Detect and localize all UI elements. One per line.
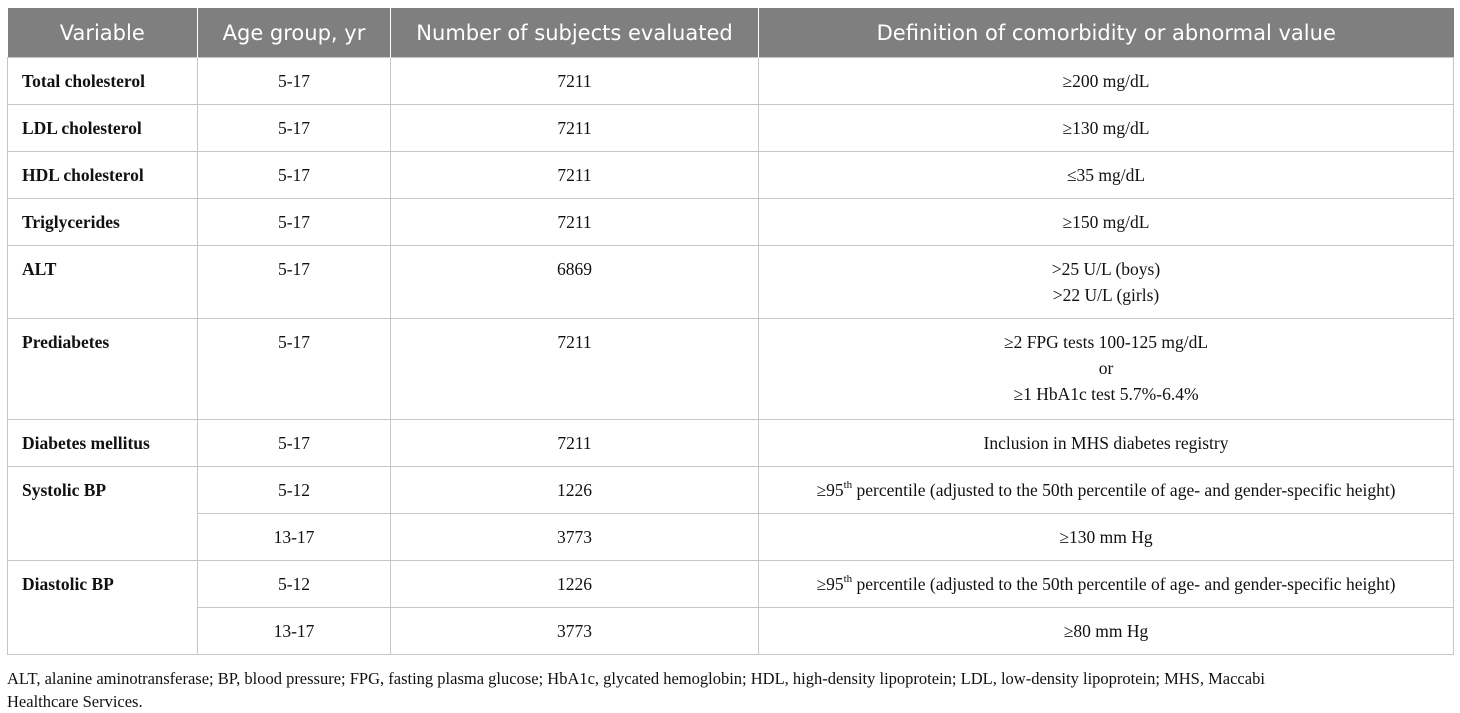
table-row: Systolic BP 5-12 1226 ≥95th percentile (… [7,466,1454,561]
cell-definition: ≥80 mm Hg [758,607,1454,655]
definition-line: >22 U/L (girls) [1052,285,1160,305]
cell-definition: ≥130 mg/dL [758,104,1454,152]
cell-variable: HDL cholesterol [7,151,198,199]
definition-prefix: ≥95 [816,480,844,500]
header-definition: Definition of comorbidity or abnormal va… [758,8,1454,58]
cell-age: 5-17 [197,419,391,467]
cell-definition: ≥95th percentile (adjusted to the 50th p… [758,466,1454,514]
definition-suffix: percentile (adjusted to the 50th percent… [852,480,1396,500]
definition-line: ≥2 FPG tests 100-125 mg/dL [1003,332,1209,352]
table-footnote: ALT, alanine aminotransferase; BP, blood… [7,667,1453,713]
cell-variable: Diabetes mellitus [7,419,198,467]
cell-definition: >25 U/L (boys) >22 U/L (girls) [758,245,1454,319]
cell-n: 1226 [390,560,759,608]
cell-n: 7211 [390,419,759,467]
definition-prefix: ≥95 [816,574,844,594]
cell-age: 5-17 [197,198,391,246]
cell-n: 7211 [390,104,759,152]
cell-age: 5-17 [197,57,391,105]
cell-variable: ALT [7,245,198,319]
comorbidity-table-container: Variable Age group, yr Number of subject… [7,8,1454,655]
cell-variable: LDL cholesterol [7,104,198,152]
table-header-row: Variable Age group, yr Number of subject… [7,8,1454,58]
cell-definition: Inclusion in MHS diabetes registry [758,419,1454,467]
cell-n: 7211 [390,198,759,246]
table-row: 13-17 3773 ≥80 mm Hg [8,607,1454,655]
definition-line: or [1098,358,1114,378]
header-variable: Variable [7,8,198,58]
definition-line: ≥1 HbA1c test 5.7%-6.4% [1013,384,1199,404]
cell-variable: Triglycerides [7,198,198,246]
cell-variable: Diastolic BP [7,560,198,655]
cell-age: 5-12 [197,466,391,514]
cell-n: 3773 [390,513,759,561]
cell-age: 13-17 [197,513,391,561]
cell-age: 5-17 [197,104,391,152]
header-age-group: Age group, yr [197,8,391,58]
table-row: Triglycerides 5-17 7211 ≥150 mg/dL [7,198,1454,246]
cell-n: 1226 [390,466,759,514]
cell-age: 5-17 [197,151,391,199]
cell-n: 7211 [390,151,759,199]
cell-age: 5-17 [197,245,391,319]
cell-n: 7211 [390,318,759,420]
cell-age: 5-12 [197,560,391,608]
cell-definition: ≥95th percentile (adjusted to the 50th p… [758,560,1454,608]
cell-definition: ≥2 FPG tests 100-125 mg/dL or ≥1 HbA1c t… [758,318,1454,420]
footnote-line: ALT, alanine aminotransferase; BP, blood… [7,669,1265,688]
table-row: Diastolic BP 5-12 1226 ≥95th percentile … [7,560,1454,655]
cell-n: 7211 [390,57,759,105]
definition-superscript: th [843,479,853,491]
definition-superscript: th [843,573,853,585]
table-row: Diabetes mellitus 5-17 7211 Inclusion in… [7,419,1454,467]
table-row: 13-17 3773 ≥130 mm Hg [8,513,1454,561]
cell-definition: ≥130 mm Hg [758,513,1454,561]
table-row: Prediabetes 5-17 7211 ≥2 FPG tests 100-1… [7,318,1454,420]
cell-variable: Total cholesterol [7,57,198,105]
cell-age: 13-17 [197,607,391,655]
header-subjects: Number of subjects evaluated [390,8,759,58]
cell-variable: Systolic BP [7,466,198,561]
cell-definition: ≥200 mg/dL [758,57,1454,105]
cell-variable: Prediabetes [7,318,198,420]
table-row: ALT 5-17 6869 >25 U/L (boys) >22 U/L (gi… [7,245,1454,319]
comorbidity-table: Variable Age group, yr Number of subject… [7,8,1454,655]
cell-age: 5-17 [197,318,391,420]
cell-n: 3773 [390,607,759,655]
table-row: HDL cholesterol 5-17 7211 ≤35 mg/dL [7,151,1454,199]
cell-definition: ≥150 mg/dL [758,198,1454,246]
definition-suffix: percentile (adjusted to the 50th percent… [852,574,1396,594]
definition-line: >25 U/L (boys) [1051,259,1161,279]
table-row: LDL cholesterol 5-17 7211 ≥130 mg/dL [7,104,1454,152]
cell-definition: ≤35 mg/dL [758,151,1454,199]
table-row: Total cholesterol 5-17 7211 ≥200 mg/dL [7,57,1454,105]
cell-n: 6869 [390,245,759,319]
footnote-line: Healthcare Services. [7,692,143,711]
